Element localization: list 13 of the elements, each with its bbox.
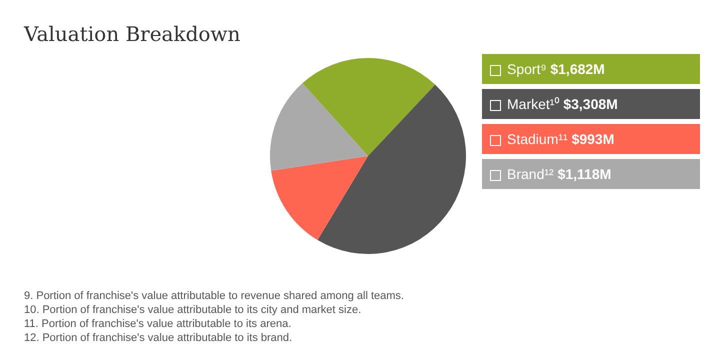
text: 9. Portion of franchise's value attributable to revenue shared among all teams. [24,289,404,303]
legend-label: Stadium¹¹ [507,131,569,147]
legend-label: Market¹⁰ [507,96,560,112]
text: 10. Portion of franchise's value attributable to its city and market size. [24,303,362,317]
text: 11. Portion of franchise's value attributable to its arena. [24,317,292,331]
text: 12. Portion of franchise's value attributable to its brand. [24,331,294,344]
data-label: $1,118M [558,166,612,182]
data-label: $1,682M [550,61,605,77]
legend-label: Sport⁹ [507,61,548,77]
data-label: $3,308M [563,96,618,112]
legend-label: Brand¹² [507,166,555,182]
chart-title: Valuation Breakdown [24,22,240,46]
data-label: $993M [572,131,614,147]
